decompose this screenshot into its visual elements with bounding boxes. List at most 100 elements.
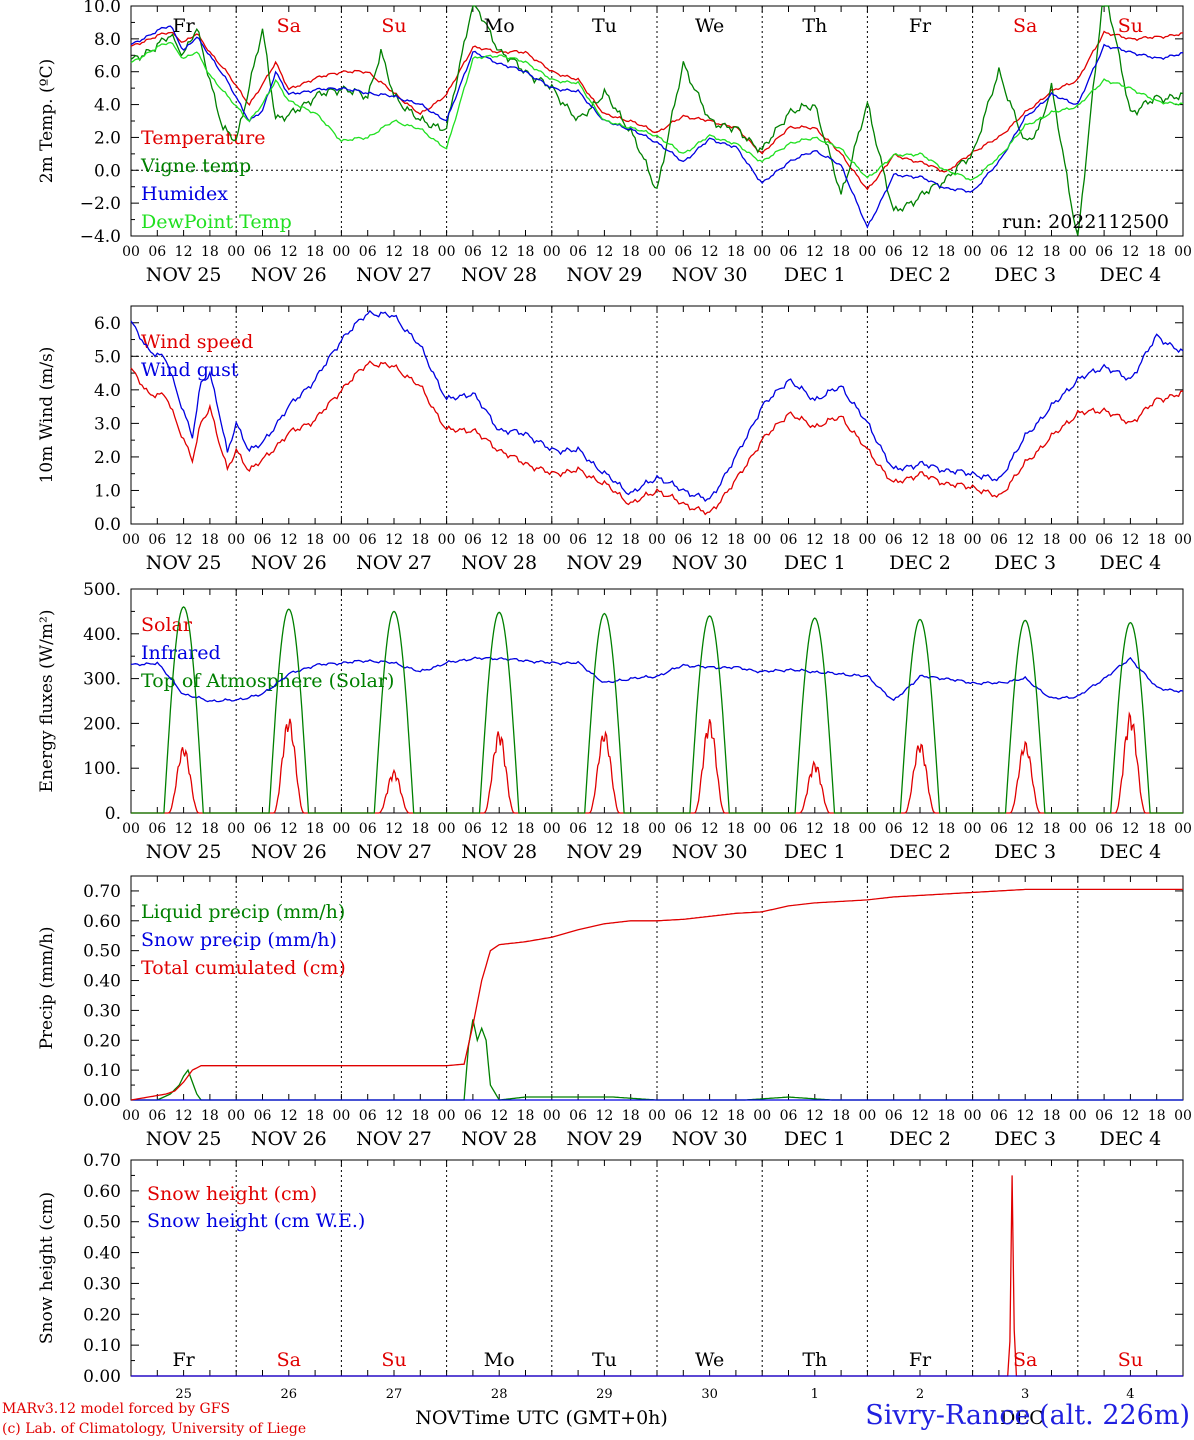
panel-3-date-label: NOV 29 <box>566 841 642 863</box>
panel-3-hour-label: 18 <box>411 821 429 837</box>
panel-2-date-label: DEC 2 <box>889 552 951 574</box>
panel-4-hour-label: 06 <box>1095 1108 1113 1124</box>
panel-2-hour-label: 00 <box>753 532 771 548</box>
panel-4-hour-label: 06 <box>780 1108 798 1124</box>
panel-5-y-tick-label: 0.50 <box>83 1213 121 1233</box>
panel-4-date-label: DEC 3 <box>994 1128 1056 1150</box>
bottom-weekday-label: Su <box>1118 1349 1143 1371</box>
panel-1-hour-label: 18 <box>937 244 955 260</box>
panel-4-hour-label: 06 <box>674 1108 692 1124</box>
panel-2-date-label: NOV 29 <box>566 552 642 574</box>
panel-5-y-tick-label: 0.60 <box>83 1182 121 1202</box>
panel-3-hour-label: 18 <box>1043 821 1061 837</box>
panel-1-hour-label: 12 <box>490 244 508 260</box>
month-label-nov: NOV <box>415 1407 461 1429</box>
panel-4-hour-label: 18 <box>201 1108 219 1124</box>
panel-4-date-label: NOV 30 <box>672 1128 748 1150</box>
top-weekday-label: Tu <box>592 15 617 37</box>
panel-2-hour-label: 00 <box>543 532 561 548</box>
panel-2-hour-label: 18 <box>727 532 745 548</box>
panel-3-hour-label: 00 <box>648 821 666 837</box>
panel-1-hour-label: 06 <box>148 244 166 260</box>
panel-2-y-tick-label: 3.0 <box>94 414 121 434</box>
bottom-day-number: 25 <box>175 1387 192 1402</box>
panel-4-hour-label: 00 <box>122 1108 140 1124</box>
panel-3-hour-label: 06 <box>780 821 798 837</box>
panel-1-hour-label: 18 <box>727 244 745 260</box>
panel-3-hour-label: 12 <box>385 821 403 837</box>
month-label-dec: DEC <box>1000 1407 1044 1429</box>
panel-4-hour-label: 06 <box>254 1108 272 1124</box>
panel-1-hour-label: 06 <box>885 244 903 260</box>
panel-1-date-label: DEC 1 <box>784 264 846 286</box>
panel-1-hour-label: 12 <box>1121 244 1139 260</box>
panel-3-hour-label: 18 <box>1148 821 1166 837</box>
top-weekday-label: Fr <box>909 15 932 37</box>
panel-4-hour-label: 18 <box>411 1108 429 1124</box>
station-title: Sivry-Rance (alt. 226m) <box>865 1400 1190 1431</box>
bottom-day-number: 30 <box>701 1387 718 1402</box>
panel-1-date-label: NOV 30 <box>672 264 748 286</box>
panel-4-hour-label: 06 <box>885 1108 903 1124</box>
top-weekday-label: Su <box>1118 15 1143 37</box>
panel-3-y-axis-label: Energy fluxes (W/m²) <box>37 610 57 793</box>
panel-1-hour-label: 00 <box>753 244 771 260</box>
panel-3-hour-label: 06 <box>569 821 587 837</box>
panel-4-hour-label: 00 <box>543 1108 561 1124</box>
panel-3-hour-label: 00 <box>543 821 561 837</box>
top-weekday-label: Mo <box>484 15 515 37</box>
panel-2-legend-1: Wind speed <box>141 331 253 353</box>
bottom-weekday-label: Sa <box>1013 1349 1037 1371</box>
panel-4-date-label: NOV 28 <box>461 1128 537 1150</box>
panel-5-legend-2: Snow height (cm W.E.) <box>147 1210 365 1232</box>
panel-1-hour-label: 12 <box>175 244 193 260</box>
panel-1-hour-label: 06 <box>464 244 482 260</box>
panel-4-legend-2: Snow precip (mm/h) <box>141 929 337 951</box>
panel-2-series-1-line <box>130 360 1184 516</box>
panel-3-date-label: NOV 27 <box>356 841 432 863</box>
panel-3-y-tick-label: 0. <box>105 804 121 824</box>
panel-1-hour-label: 12 <box>806 244 824 260</box>
panel-1-date-label: NOV 27 <box>356 264 432 286</box>
panel-2-hour-label: 00 <box>648 532 666 548</box>
panel-2-series-2-line <box>130 309 1184 503</box>
panel-3-legend-1: Solar <box>141 614 193 636</box>
top-weekday-label: Su <box>381 15 406 37</box>
panel-2-legend-2: Wind gust <box>141 359 239 381</box>
bottom-weekday-label: Tu <box>592 1349 617 1371</box>
panel-1-hour-label: 00 <box>1174 244 1192 260</box>
panel-3-y-tick-label: 100. <box>83 759 121 779</box>
panel-4-hour-label: 06 <box>148 1108 166 1124</box>
panel-1-hour-label: 18 <box>1148 244 1166 260</box>
panel-1-hour-label: 00 <box>1069 244 1087 260</box>
panel-2-hour-label: 12 <box>806 532 824 548</box>
panel-2-hour-label: 18 <box>411 532 429 548</box>
panel-1-hour-label: 00 <box>543 244 561 260</box>
panel-4-y-tick-label: 0.60 <box>83 912 121 932</box>
top-weekday-label: We <box>695 15 724 37</box>
panel-4-hour-label: 12 <box>701 1108 719 1124</box>
panel-4-hour-label: 00 <box>648 1108 666 1124</box>
panel-3-series-3-line <box>131 606 1183 814</box>
panel-4-y-tick-label: 0.70 <box>83 882 121 902</box>
panel-1-hour-label: 00 <box>438 244 456 260</box>
panel-2-date-label: DEC 3 <box>994 552 1056 574</box>
panel-3-hour-label: 12 <box>175 821 193 837</box>
panel-3-hour-label: 00 <box>438 821 456 837</box>
panel-4-legend-1: Liquid precip (mm/h) <box>141 901 345 923</box>
panel-1-hour-label: 00 <box>648 244 666 260</box>
panel-1-hour-label: 06 <box>254 244 272 260</box>
panel-1-hour-label: 00 <box>122 244 140 260</box>
panel-3-date-label: NOV 30 <box>672 841 748 863</box>
panel-2-hour-label: 18 <box>1043 532 1061 548</box>
panel-4-hour-label: 18 <box>832 1108 850 1124</box>
panel-4-hour-label: 00 <box>753 1108 771 1124</box>
panel-1-hour-label: 00 <box>227 244 245 260</box>
panel-4-y-tick-label: 0.40 <box>83 972 121 992</box>
panel-3-series-2-line <box>130 656 1184 703</box>
panel-3-hour-label: 12 <box>1016 821 1034 837</box>
panel-4-y-tick-label: 0.50 <box>83 942 121 962</box>
panel-1-hour-label: 06 <box>674 244 692 260</box>
panel-2-hour-label: 12 <box>911 532 929 548</box>
panel-1-y-tick-label: 10.0 <box>83 0 121 17</box>
